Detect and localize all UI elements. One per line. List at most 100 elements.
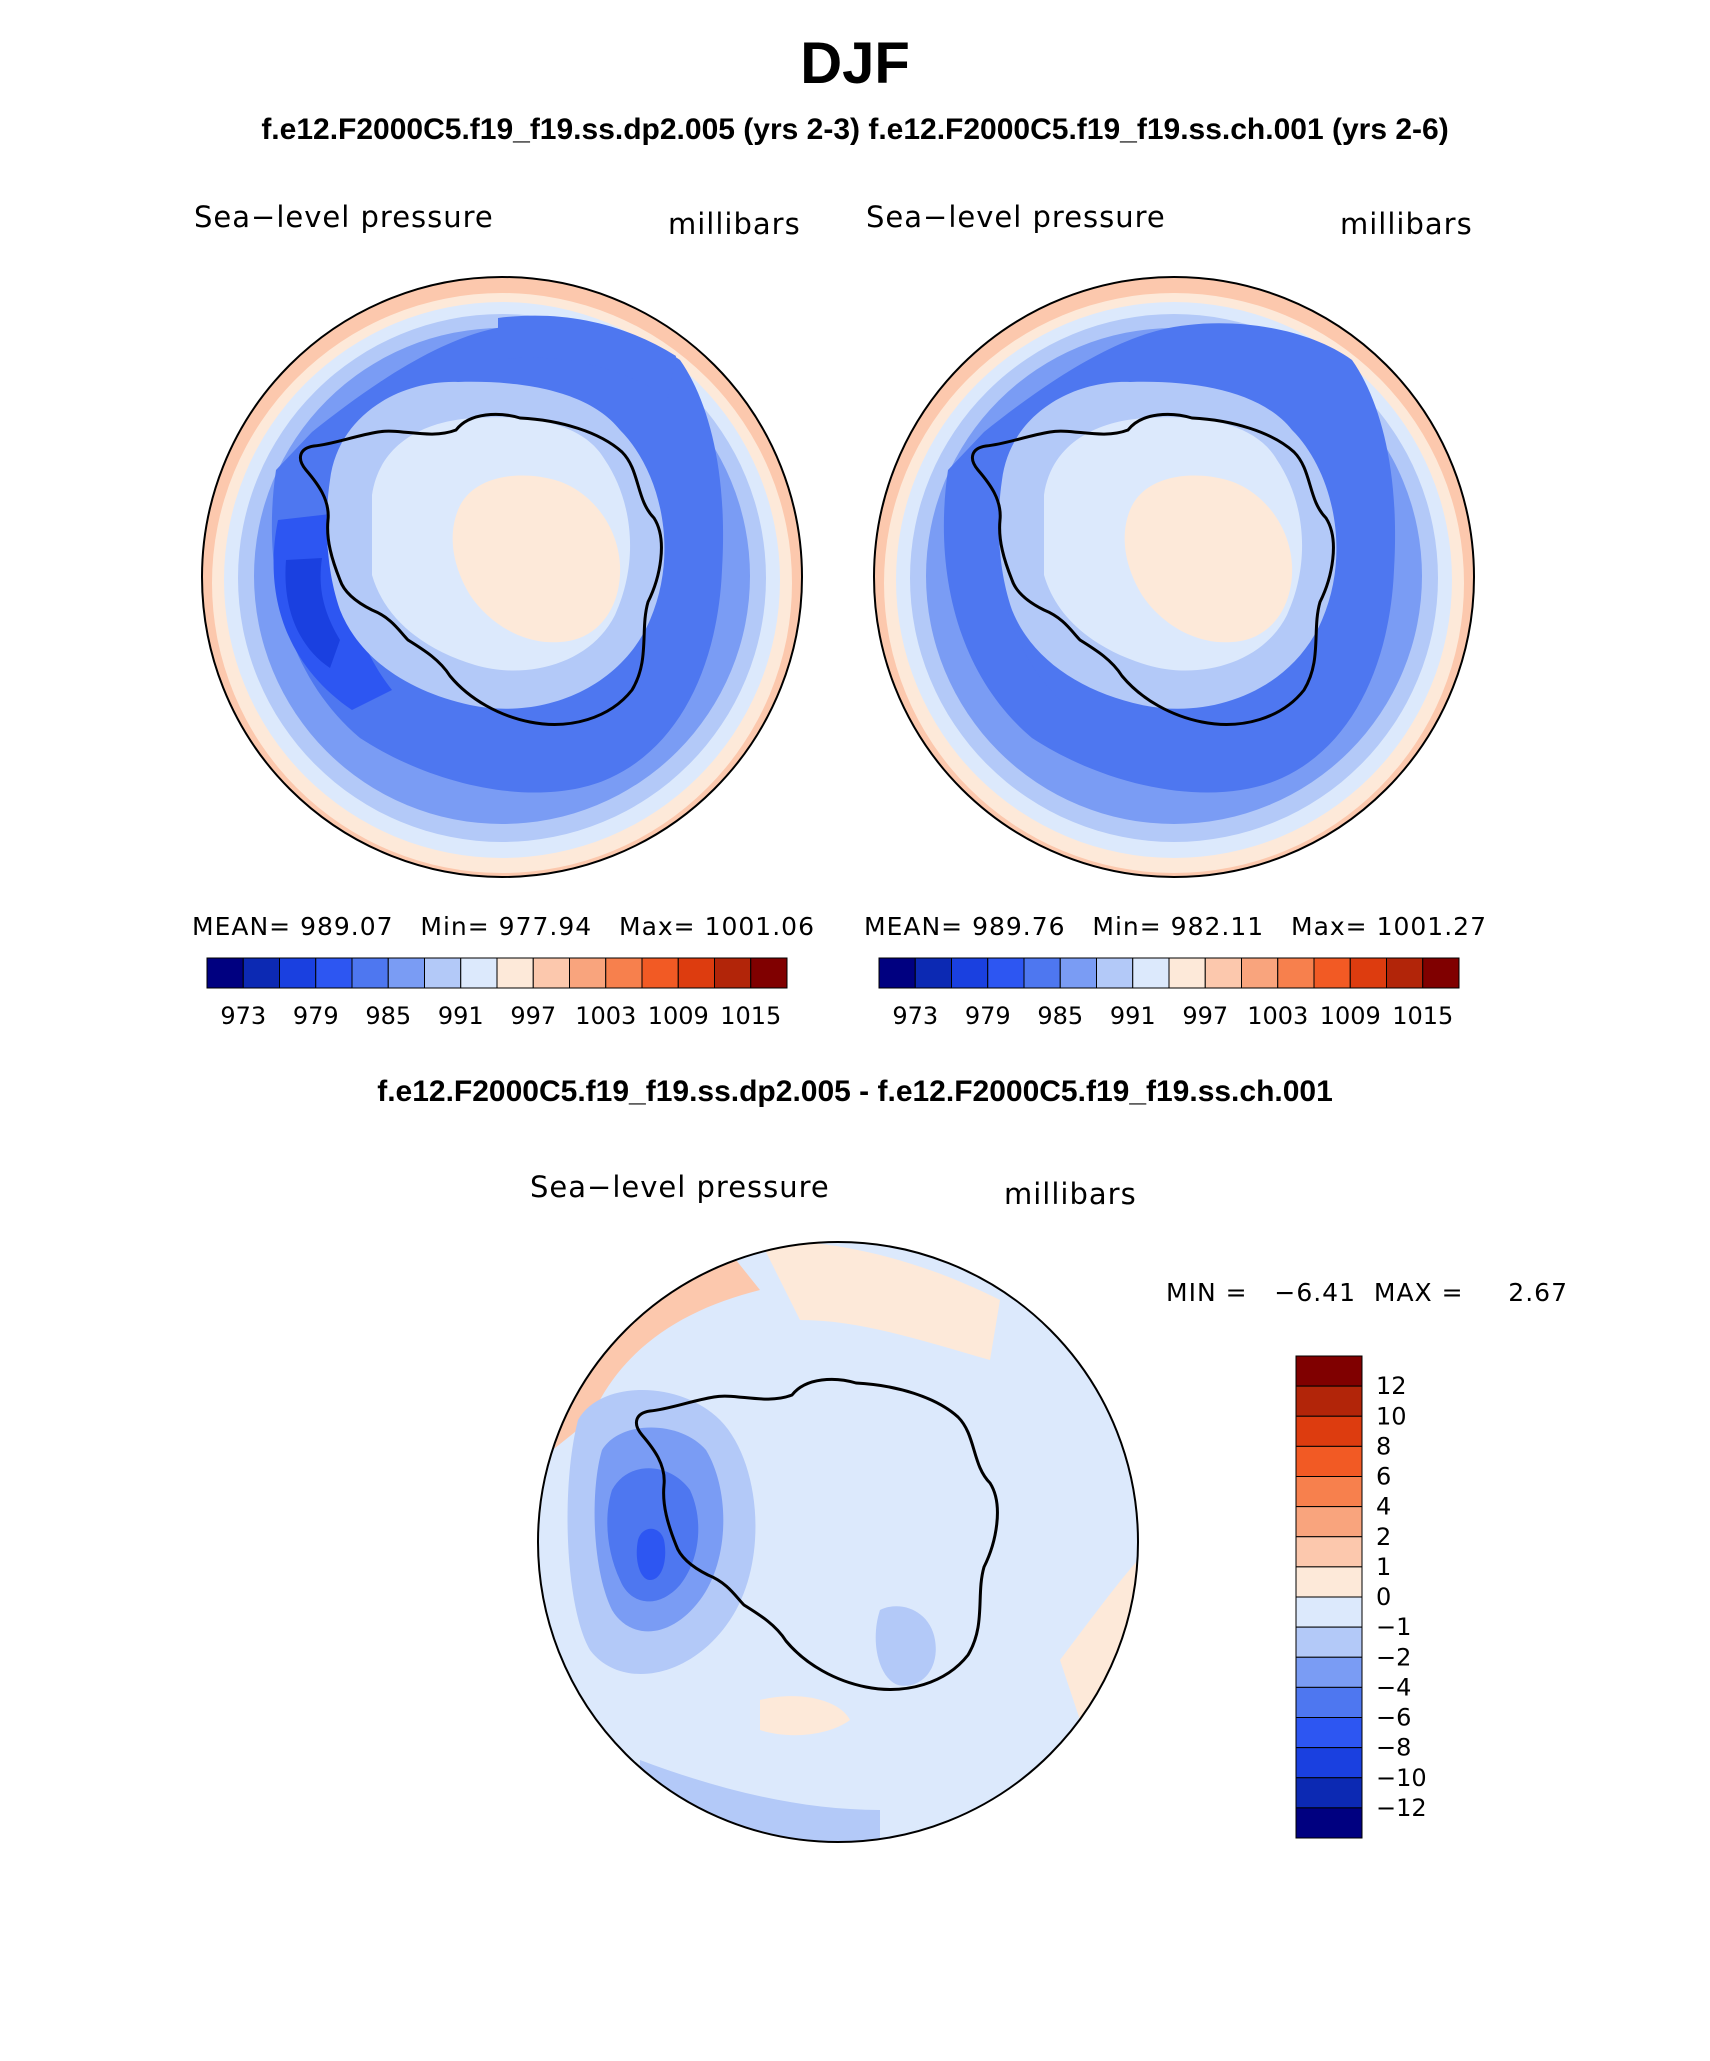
colorbar-box — [951, 957, 989, 989]
panel1-mean-label: MEAN= — [192, 912, 292, 941]
pressure-field-panel2 — [874, 277, 1474, 877]
colorbar-box — [569, 957, 607, 989]
colorbar-box — [714, 957, 752, 989]
colorbar-box — [1295, 1476, 1363, 1508]
band-976 — [285, 558, 340, 668]
colorbar-tick-label: 991 — [1110, 1002, 1156, 1030]
colorbar-box — [1295, 1626, 1363, 1658]
panel1-variable: Sea−level pressure — [194, 200, 494, 234]
panel1-min: 977.94 — [498, 912, 593, 941]
colorbar-box — [496, 957, 534, 989]
colorbar-tick-label: 985 — [365, 1002, 411, 1030]
colorbar-tick-label: 1 — [1376, 1553, 1391, 1581]
colorbar-box — [242, 957, 280, 989]
colorbar-box — [315, 957, 353, 989]
colorbar-box — [1295, 1385, 1363, 1417]
panel2-min-label: Min= — [1092, 912, 1162, 941]
antarctica-coastline — [634, 1377, 999, 1691]
colorbar-box — [987, 957, 1025, 989]
colorbar-tick-label: −10 — [1376, 1764, 1427, 1792]
colorbar-box — [1386, 957, 1424, 989]
colorbar-tick-label: −12 — [1376, 1794, 1427, 1822]
map-boundary — [537, 1241, 1139, 1843]
colorbar-box — [460, 957, 498, 989]
colorbar-tick-label: 1015 — [720, 1002, 781, 1030]
page-title: DJF — [800, 31, 910, 96]
colorbar-tick-label: 997 — [510, 1002, 556, 1030]
colorbar-tick-label: 985 — [1037, 1002, 1083, 1030]
panel1-max: 1001.06 — [704, 912, 815, 941]
band-997-inner — [1124, 475, 1293, 643]
colorbar-box — [1277, 957, 1315, 989]
colorbar-box — [1295, 1656, 1363, 1688]
colorbar-box — [1023, 957, 1061, 989]
band-1-south — [760, 1696, 850, 1736]
panel1-max-label: Max= — [619, 912, 696, 941]
colorbar-box — [1349, 957, 1387, 989]
colorbar-tick-label: 8 — [1376, 1432, 1391, 1460]
map-panel2 — [873, 276, 1475, 878]
colorbar-box — [206, 957, 244, 989]
colorbar-box — [1295, 1596, 1363, 1628]
panel2-stats: MEAN= 989.76 Min= 982.11 Max= 1001.27 — [864, 912, 1487, 941]
band-minus1-interior — [875, 1606, 936, 1686]
colorbar-box — [1295, 1536, 1363, 1568]
colorbar-tick-label: 1009 — [1320, 1002, 1381, 1030]
colorbar-box — [1295, 1566, 1363, 1598]
antarctica-coastline — [298, 412, 663, 726]
difference-title: f.e12.F2000C5.f19_f19.ss.dp2.005 - f.e12… — [377, 1075, 1333, 1108]
panel3-variable: Sea−level pressure — [530, 1170, 830, 1204]
colorbar-tick-label: −1 — [1376, 1613, 1411, 1641]
colorbar-box — [1295, 1686, 1363, 1718]
colorbar-box — [1295, 1355, 1363, 1387]
colorbar-box — [1241, 957, 1279, 989]
colorbar-tick-label: −2 — [1376, 1643, 1411, 1671]
colorbar-box — [677, 957, 715, 989]
panel1-min-label: Min= — [420, 912, 490, 941]
panel1-stats: MEAN= 989.07 Min= 977.94 Max= 1001.06 — [192, 912, 815, 941]
band-985-north — [498, 315, 676, 398]
colorbar-tick-label: 4 — [1376, 1493, 1391, 1521]
colorbar-tick-label: 973 — [220, 1002, 266, 1030]
colorbar-box — [351, 957, 389, 989]
panel1-mean: 989.07 — [300, 912, 394, 941]
panel2-mean-label: MEAN= — [864, 912, 964, 941]
colorbar-box — [605, 957, 643, 989]
colorbar-box — [387, 957, 425, 989]
colorbar-box — [878, 957, 916, 989]
band-1-north — [760, 1242, 1000, 1360]
colorbar-box — [914, 957, 952, 989]
map-boundary — [873, 276, 1475, 878]
colorbar-panel1: 973 979 985 991 997 1003 1009 1015 — [206, 957, 788, 1030]
colorbar-box — [1295, 1445, 1363, 1477]
panel2-max-label: Max= — [1291, 912, 1368, 941]
colorbar-box — [1313, 957, 1351, 989]
colorbar-box — [1295, 1415, 1363, 1447]
colorbar-box — [641, 957, 679, 989]
colorbar-box — [1096, 957, 1134, 989]
band-997-inner — [452, 475, 621, 643]
colorbar-box — [1295, 1747, 1363, 1779]
colorbar-tick-label: 973 — [892, 1002, 938, 1030]
case-titles: f.e12.F2000C5.f19_f19.ss.dp2.005 (yrs 2-… — [261, 113, 1449, 146]
panel1-units: millibars — [668, 207, 801, 241]
colorbar-box — [1059, 957, 1097, 989]
panel2-variable: Sea−level pressure — [866, 200, 1166, 234]
colorbar-box — [279, 957, 317, 989]
colorbar-tick-label: 997 — [1182, 1002, 1228, 1030]
panel2-units: millibars — [1340, 207, 1473, 241]
colorbar-box — [1132, 957, 1170, 989]
colorbar-tick-label: 1009 — [648, 1002, 709, 1030]
colorbar-box — [1295, 1777, 1363, 1809]
band-0 — [538, 1242, 1138, 1842]
colorbar-tick-label: 1003 — [575, 1002, 636, 1030]
colorbar-tick-label: 6 — [1376, 1463, 1391, 1491]
panel2-max: 1001.27 — [1376, 912, 1487, 941]
map-panel1 — [201, 276, 803, 878]
band-minus6 — [636, 1528, 666, 1580]
difference-field-panel3 — [538, 1242, 1138, 1842]
colorbar-tick-label: 979 — [293, 1002, 339, 1030]
colorbar-tick-label: 1015 — [1392, 1002, 1453, 1030]
colorbar-box — [532, 957, 570, 989]
